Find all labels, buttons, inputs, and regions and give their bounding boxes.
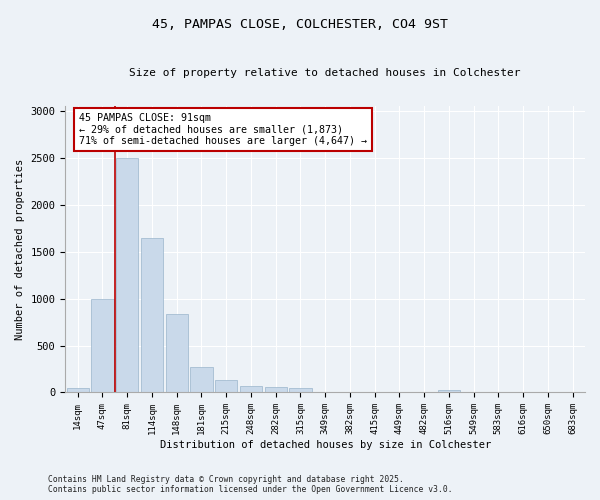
Bar [289,388,311,392]
Bar [265,387,287,392]
Bar [91,298,113,392]
Y-axis label: Number of detached properties: Number of detached properties [15,158,25,340]
Bar [166,314,188,392]
Title: Size of property relative to detached houses in Colchester: Size of property relative to detached ho… [130,68,521,78]
Bar [67,388,89,392]
Text: 45 PAMPAS CLOSE: 91sqm
← 29% of detached houses are smaller (1,873)
71% of semi-: 45 PAMPAS CLOSE: 91sqm ← 29% of detached… [79,112,367,146]
Bar [215,380,237,392]
Bar [116,158,138,392]
Bar [190,366,212,392]
Bar [438,390,460,392]
Bar [141,238,163,392]
X-axis label: Distribution of detached houses by size in Colchester: Distribution of detached houses by size … [160,440,491,450]
Text: 45, PAMPAS CLOSE, COLCHESTER, CO4 9ST: 45, PAMPAS CLOSE, COLCHESTER, CO4 9ST [152,18,448,30]
Bar [240,386,262,392]
Text: Contains HM Land Registry data © Crown copyright and database right 2025.
Contai: Contains HM Land Registry data © Crown c… [48,474,452,494]
